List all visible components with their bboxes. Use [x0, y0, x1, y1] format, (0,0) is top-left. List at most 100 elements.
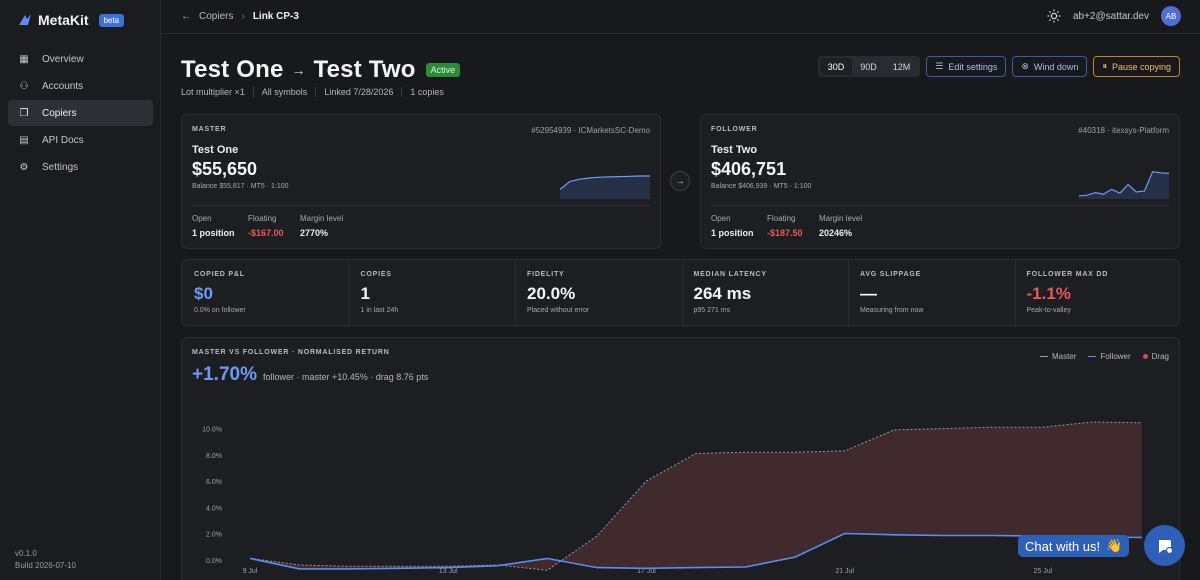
y-tick-label: 6.0% [206, 479, 222, 486]
stat-label: Margin level [300, 214, 344, 223]
metric-avg-slippage: AVG SLIPPAGE — Measuring from now [848, 260, 1015, 326]
metric-follower-max-dd: FOLLOWER MAX DD -1.1% Peak-to-valley [1015, 260, 1182, 326]
metric-divider [515, 260, 516, 326]
build-label: Build 2026-07-10 [15, 561, 76, 570]
sidebar-item-label: Accounts [42, 80, 84, 92]
sidebar-item-api-docs[interactable]: ▤ API Docs [8, 127, 153, 153]
arrow-right-icon: → [291, 62, 306, 78]
follower-return: +1.70% [192, 364, 257, 385]
sidebar-item-label: Copiers [42, 107, 77, 119]
breadcrumb-current: Link CP-3 [252, 11, 299, 22]
sparkline-line [560, 175, 650, 190]
range-12m[interactable]: 12M [892, 61, 911, 72]
stat-value: -$167.00 [248, 228, 284, 238]
follower-name: Test Two [711, 144, 758, 156]
divider [192, 205, 650, 206]
legend-follower: Follower [1088, 352, 1131, 361]
meta-item: Linked 7/28/2026 [324, 87, 403, 97]
metric-value: 20.0% [527, 284, 576, 303]
link-meta: Lot multiplier ×1 All symbols Linked 7/28/… [181, 87, 460, 97]
edit-settings-button[interactable]: ☰ Edit settings [926, 56, 1007, 77]
stat-label: Floating [767, 214, 796, 223]
x-tick-label: 21 Jul [835, 568, 854, 575]
metric-divider [1014, 260, 1016, 326]
metric-label: COPIES [360, 271, 392, 278]
follower-balance: Balance $406,939 · MT5 · 1:100 [711, 183, 812, 190]
x-tick-label: 17 Jul [637, 568, 656, 575]
chat-icon [1158, 539, 1173, 554]
return-chart-card: MASTER VS FOLLOWER · NORMALISED RETURN +… [181, 337, 1180, 580]
metric-value: $0 [194, 284, 213, 303]
sidebar-item-copiers[interactable]: ❐ Copiers [8, 100, 153, 126]
metric-label: MEDIAN LATENCY [693, 271, 767, 278]
metric-label: FOLLOWER MAX DD [1026, 271, 1109, 278]
user-area: ab+2@sattar.dev AB [1047, 6, 1181, 26]
metric-divider [848, 260, 849, 326]
sliders-icon: ☰ [935, 61, 944, 71]
metric-sub: 1 in last 24h [360, 307, 399, 314]
metric-value: 264 ms [693, 284, 752, 303]
sidebar-item-overview[interactable]: ▦ Overview [8, 46, 153, 72]
pause-copying-label: Pause copying [1111, 61, 1171, 72]
metric-sub: 0.0% on follower [194, 307, 246, 314]
master-open: Open 1 position [192, 214, 235, 238]
metrics-strip: COPIED P&L $0 0.0% on follower COPIES 1 1 in … [181, 259, 1180, 326]
x-tick-label: 25 Jul [1034, 568, 1053, 575]
meta-item: Lot multiplier ×1 [181, 87, 254, 97]
sidebar-item-label: API Docs [42, 134, 84, 146]
follower-title: Test Two [313, 56, 416, 83]
range-30d[interactable]: 30D [819, 58, 853, 75]
beta-badge: beta [98, 13, 125, 27]
logo-icon [19, 14, 31, 25]
metric-median-latency: MEDIAN LATENCY 264 ms p95 271 ms [682, 260, 849, 326]
pause-icon: ⏸ [1102, 61, 1107, 71]
sidebar-item-settings[interactable]: ⚙ Settings [8, 154, 153, 180]
y-tick-label: 4.0% [206, 505, 222, 512]
range-90d[interactable]: 90D [860, 61, 877, 72]
follower-equity: $406,751 [711, 159, 787, 179]
master-label: MASTER [192, 126, 227, 133]
follower-floating: Floating -$187.50 [767, 214, 803, 238]
version-info: v0.1.0 Build 2026-07-10 [15, 548, 76, 572]
divider [711, 205, 1169, 206]
pause-copying-button[interactable]: ⏸ Pause copying [1093, 56, 1180, 77]
chart-legend: Master Follower Drag [1039, 352, 1169, 361]
metric-copies: COPIES 1 1 in last 24h [349, 260, 516, 326]
gear-icon: ⚙ [19, 161, 29, 173]
y-tick-label: 10.0% [202, 427, 222, 434]
link-arrow-icon: → [670, 171, 690, 191]
breadcrumb-copiers[interactable]: Copiers [199, 11, 234, 22]
y-tick-label: 2.0% [206, 532, 222, 539]
follower-card: FOLLOWER #40318 · itexsys-Platform Test … [700, 114, 1180, 249]
chat-button[interactable] [1144, 525, 1185, 566]
sidebar-nav: ▦ Overview ⚇ Accounts ❐ Copiers ▤ API Docs ⚙ Sett… [8, 46, 153, 181]
x-tick-label: 9 Jul [243, 568, 258, 575]
back-arrow-icon[interactable]: ← [181, 11, 191, 22]
wind-down-button[interactable]: ⊗ Wind down [1012, 56, 1088, 77]
metric-sub: Measuring from now [860, 307, 924, 314]
metric-sub: Peak-to-valley [1026, 307, 1071, 314]
user-email: ab+2@sattar.dev [1072, 10, 1149, 22]
chat-prompt[interactable]: Chat with us! 👋 [1018, 535, 1130, 557]
chart-title: MASTER VS FOLLOWER · NORMALISED RETURN [192, 349, 390, 356]
sidebar-item-label: Overview [42, 53, 84, 65]
sun-icon[interactable] [1047, 9, 1061, 23]
brand[interactable]: MetaKit beta [18, 12, 125, 28]
metric-label: AVG SLIPPAGE [860, 271, 922, 278]
topbar: ← Copiers › Link CP-3 ab+2@sattar.dev AB [161, 0, 1200, 34]
sidebar-item-accounts[interactable]: ⚇ Accounts [8, 73, 153, 99]
status-badge: Active [425, 63, 461, 77]
wave-icon: 👋 [1106, 538, 1123, 553]
stat-label: Floating [248, 214, 277, 223]
sparkline-area [560, 176, 650, 199]
follower-margin: Margin level 20246% [819, 214, 862, 238]
master-sparkline [560, 175, 650, 199]
avatar[interactable]: AB [1161, 6, 1181, 26]
follower-open: Open 1 position [711, 214, 754, 238]
range-selector: 30D 90D 12M [817, 56, 921, 77]
y-tick-label: 0.0% [206, 558, 222, 565]
metric-label: FIDELITY [527, 271, 565, 278]
sparkline-line [1079, 171, 1169, 197]
metric-sub: p95 271 ms [693, 307, 731, 314]
sparkline-area [1079, 171, 1169, 199]
